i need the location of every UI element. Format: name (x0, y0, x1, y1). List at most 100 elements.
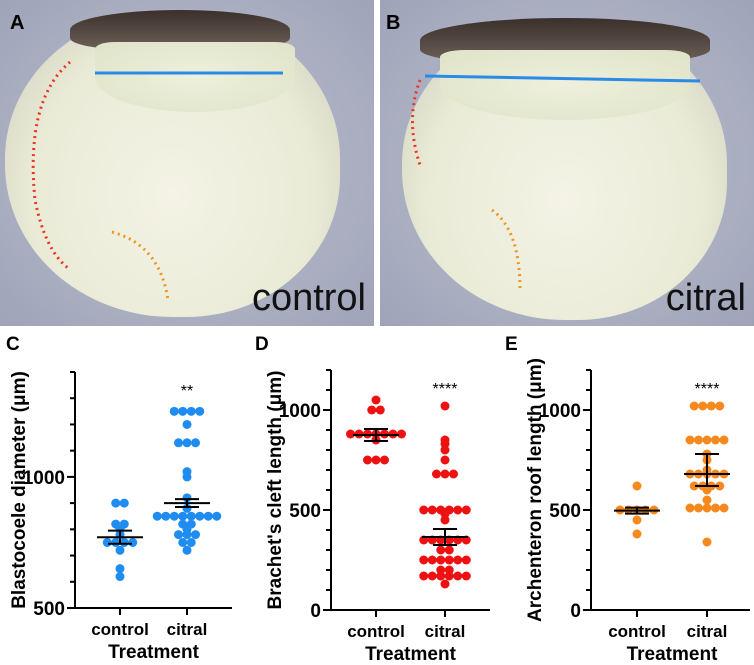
panel-caption: citral (665, 277, 746, 319)
data-point (380, 455, 389, 465)
blue-line (424, 74, 701, 83)
data-point (178, 537, 188, 547)
data-point (702, 495, 712, 505)
y-tick-label: 500 (33, 599, 65, 620)
data-point (453, 571, 463, 581)
data-point (212, 511, 222, 521)
data-point (161, 511, 171, 521)
data-point (689, 481, 699, 491)
data-point (178, 406, 188, 416)
data-point (397, 429, 406, 439)
data-point (128, 537, 138, 547)
data-point (432, 469, 441, 479)
panel-caption: control (251, 277, 366, 319)
data-point (440, 515, 450, 525)
data-point (702, 503, 712, 513)
red-dotted-line (31, 60, 71, 270)
y-tick-label: 1000 (279, 401, 321, 422)
photo-control: A control (0, 0, 374, 326)
orange-dotted-line (111, 230, 170, 301)
data-point (169, 406, 179, 416)
data-point (152, 511, 162, 521)
data-point (178, 511, 188, 521)
data-point (182, 419, 192, 429)
data-point (706, 401, 716, 411)
data-point (440, 469, 450, 479)
data-point (685, 503, 695, 513)
data-point (111, 537, 121, 547)
blastocoele-cavity (440, 50, 690, 120)
orange-dotted-line (491, 208, 522, 291)
data-point (191, 530, 200, 540)
data-point (632, 515, 642, 525)
data-point (419, 571, 429, 581)
data-point (719, 435, 729, 445)
data-point (436, 555, 446, 565)
y-tick-label: 500 (549, 501, 581, 522)
data-point (715, 401, 725, 411)
data-point (115, 572, 125, 582)
data-point (694, 435, 703, 445)
data-point (632, 529, 642, 539)
data-point (711, 435, 720, 445)
data-point (440, 455, 450, 465)
data-point (195, 406, 205, 416)
data-point (444, 571, 454, 581)
data-point (711, 503, 720, 513)
data-point (363, 455, 372, 465)
x-axis-title: Treatment (627, 644, 718, 665)
data-point (440, 579, 450, 589)
data-point (436, 571, 446, 581)
x-tick-label: citral (425, 622, 466, 641)
data-point (698, 401, 708, 411)
annotation-lines (411, 74, 701, 291)
y-tick-label: 1000 (23, 468, 65, 489)
data-point (111, 498, 121, 508)
y-tick-label: 1000 (539, 401, 581, 422)
data-point (685, 435, 695, 445)
data-point (115, 545, 125, 555)
data-point (689, 401, 699, 411)
data-point (444, 555, 454, 565)
data-point (371, 455, 381, 465)
y-tick-label: 0 (570, 601, 581, 622)
data-point (449, 469, 458, 479)
y-axis-label: Archenteron roof length (μm) (525, 358, 546, 622)
data-point (182, 545, 192, 555)
y-axis-label: Blastocoele diameter (μm) (9, 371, 30, 609)
data-point (427, 571, 437, 581)
data-point (427, 505, 437, 515)
panel-letter: C (6, 334, 20, 355)
data-point (719, 503, 729, 513)
data-point (367, 405, 377, 415)
x-tick-label: citral (167, 620, 208, 639)
blastocoele-cavity (95, 42, 295, 112)
data-point (195, 511, 205, 521)
data-point (440, 401, 450, 411)
data-point (427, 555, 437, 565)
x-tick-label: control (347, 622, 405, 641)
data-point (702, 537, 712, 547)
data-point (186, 511, 196, 521)
data-point (346, 429, 355, 439)
data-point (115, 564, 125, 574)
data-point (371, 395, 381, 405)
data-point (461, 555, 471, 565)
data-point (191, 438, 200, 448)
data-point (632, 481, 642, 491)
x-axis-title: Treatment (108, 642, 199, 663)
data-point (102, 537, 112, 547)
panel-letter: D (255, 334, 269, 355)
data-point (182, 438, 192, 448)
data-point (119, 537, 129, 547)
x-axis-title: Treatment (365, 644, 456, 665)
data-point (702, 435, 712, 445)
data-point (461, 505, 471, 515)
significance-label: **** (433, 381, 458, 398)
data-point (453, 555, 463, 565)
data-point (174, 438, 183, 448)
data-point (169, 511, 179, 521)
data-point (440, 445, 450, 455)
x-tick-label: citral (687, 622, 728, 641)
data-point (203, 511, 213, 521)
